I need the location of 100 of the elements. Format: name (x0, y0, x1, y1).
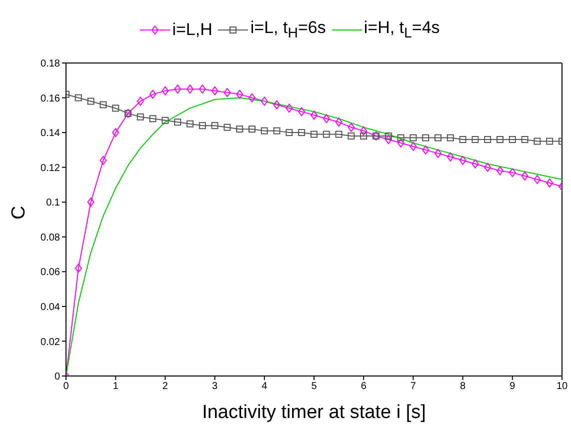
point (236, 90, 244, 99)
point (149, 115, 156, 122)
point (434, 134, 442, 142)
x-tick-label: 10 (556, 381, 568, 392)
point (273, 100, 280, 110)
x-axis-title: Inactivity timer at state i [s] (202, 402, 426, 423)
point (360, 126, 368, 136)
point (224, 124, 231, 131)
point (100, 156, 107, 165)
x-tick-label: 4 (262, 381, 268, 392)
point (322, 114, 330, 124)
point (360, 132, 368, 140)
point (310, 110, 318, 120)
x-tick-label: 0 (63, 381, 70, 392)
y-tick-label: 0.16 (40, 93, 60, 104)
point (534, 175, 541, 184)
y-tick-label: 0.12 (40, 162, 60, 174)
point (472, 159, 479, 168)
y-tick-label: 0.02 (40, 336, 60, 348)
y-tick-label: 0.08 (40, 232, 60, 244)
x-tick-label: 2 (162, 381, 168, 392)
point (534, 138, 541, 145)
point (149, 90, 156, 99)
point (310, 130, 318, 138)
point (508, 136, 516, 144)
y-tick-label: 0.18 (40, 58, 60, 70)
y-tick-label: 0.04 (40, 302, 60, 313)
x-tick-label: 9 (510, 381, 516, 392)
point (335, 130, 342, 138)
legend-label: i=L, t$_{H}$=6s (250, 18, 326, 42)
point (422, 134, 430, 142)
point (186, 120, 194, 128)
point (260, 127, 268, 134)
point (198, 84, 206, 94)
y-tick-label: 0 (54, 372, 60, 383)
point (472, 136, 479, 144)
legend-label: i=H, t$_{L}$=4s (364, 18, 440, 42)
point (286, 129, 293, 136)
point (74, 94, 82, 102)
x-tick-label: 7 (410, 381, 416, 392)
point (484, 162, 492, 172)
x-tick-label: 1 (112, 381, 119, 392)
point (236, 126, 244, 133)
point (397, 134, 404, 142)
point (87, 198, 94, 207)
point (348, 132, 355, 140)
x-tick-label: 8 (460, 381, 466, 392)
point (286, 104, 293, 113)
point (162, 86, 169, 96)
y-axis-title: C (8, 206, 30, 220)
point (211, 122, 218, 130)
point (248, 126, 256, 133)
point (496, 166, 504, 176)
point (174, 118, 182, 126)
point (508, 168, 516, 178)
point (446, 134, 454, 142)
point (546, 178, 554, 188)
point (260, 96, 268, 106)
point (136, 113, 144, 120)
point (112, 104, 120, 112)
point (100, 101, 107, 108)
point (521, 136, 528, 144)
point (186, 84, 194, 94)
y-tick-label: 0.1 (46, 198, 60, 209)
point (174, 84, 182, 94)
legend-label: i=L,H (172, 20, 212, 40)
x-tick-label: 6 (360, 381, 367, 392)
point (198, 122, 206, 130)
point (74, 264, 82, 273)
point (434, 148, 442, 158)
point (459, 136, 466, 144)
point (384, 132, 392, 140)
point (496, 136, 504, 144)
point (484, 136, 492, 144)
point (136, 96, 144, 106)
point (162, 116, 169, 124)
point (273, 127, 280, 134)
point (335, 118, 342, 127)
point (87, 98, 94, 105)
point (410, 142, 417, 151)
point (384, 135, 392, 144)
point (446, 152, 454, 162)
point (422, 145, 430, 154)
point (112, 128, 120, 138)
x-tick-label: 5 (311, 381, 318, 392)
point (397, 138, 404, 148)
point (224, 88, 231, 98)
point (348, 122, 355, 132)
point (322, 130, 330, 138)
point (298, 129, 306, 136)
point (546, 138, 554, 145)
y-tick-label: 0.14 (40, 128, 60, 140)
point (521, 172, 528, 181)
point (298, 107, 306, 116)
x-tick-label: 3 (212, 381, 218, 392)
point (459, 156, 466, 165)
y-tick-label: 0.06 (40, 267, 60, 278)
point (410, 134, 417, 142)
point (248, 93, 256, 102)
point (211, 86, 218, 96)
